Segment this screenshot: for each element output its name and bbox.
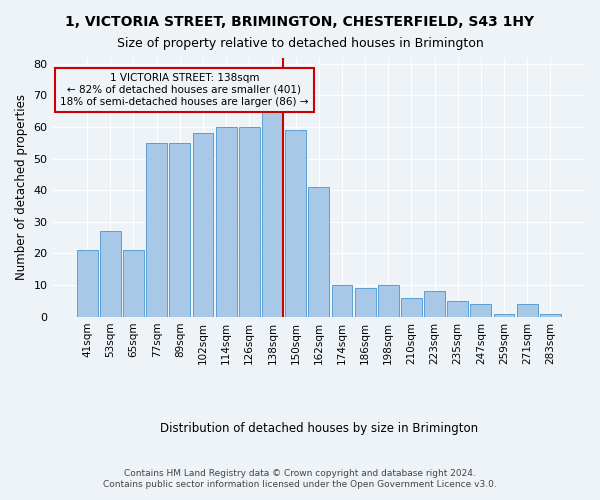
Bar <box>332 285 352 316</box>
Bar <box>308 187 329 316</box>
Text: 1, VICTORIA STREET, BRIMINGTON, CHESTERFIELD, S43 1HY: 1, VICTORIA STREET, BRIMINGTON, CHESTERF… <box>65 15 535 29</box>
Bar <box>424 292 445 316</box>
Bar <box>193 134 214 316</box>
Bar <box>216 127 236 316</box>
Bar <box>146 143 167 316</box>
Bar <box>123 250 144 316</box>
Text: 1 VICTORIA STREET: 138sqm
← 82% of detached houses are smaller (401)
18% of semi: 1 VICTORIA STREET: 138sqm ← 82% of detac… <box>60 74 308 106</box>
Bar <box>378 285 398 316</box>
Bar <box>285 130 306 316</box>
Bar <box>77 250 98 316</box>
Text: Contains public sector information licensed under the Open Government Licence v3: Contains public sector information licen… <box>103 480 497 489</box>
Bar <box>448 301 468 316</box>
Bar <box>517 304 538 316</box>
Bar <box>355 288 376 316</box>
Bar <box>401 298 422 316</box>
X-axis label: Distribution of detached houses by size in Brimington: Distribution of detached houses by size … <box>160 422 478 435</box>
Text: Size of property relative to detached houses in Brimington: Size of property relative to detached ho… <box>116 38 484 51</box>
Bar <box>262 111 283 316</box>
Text: Contains HM Land Registry data © Crown copyright and database right 2024.: Contains HM Land Registry data © Crown c… <box>124 468 476 477</box>
Bar <box>540 314 561 316</box>
Y-axis label: Number of detached properties: Number of detached properties <box>15 94 28 280</box>
Bar <box>100 232 121 316</box>
Bar <box>169 143 190 316</box>
Bar <box>494 314 514 316</box>
Bar <box>239 127 260 316</box>
Bar <box>470 304 491 316</box>
